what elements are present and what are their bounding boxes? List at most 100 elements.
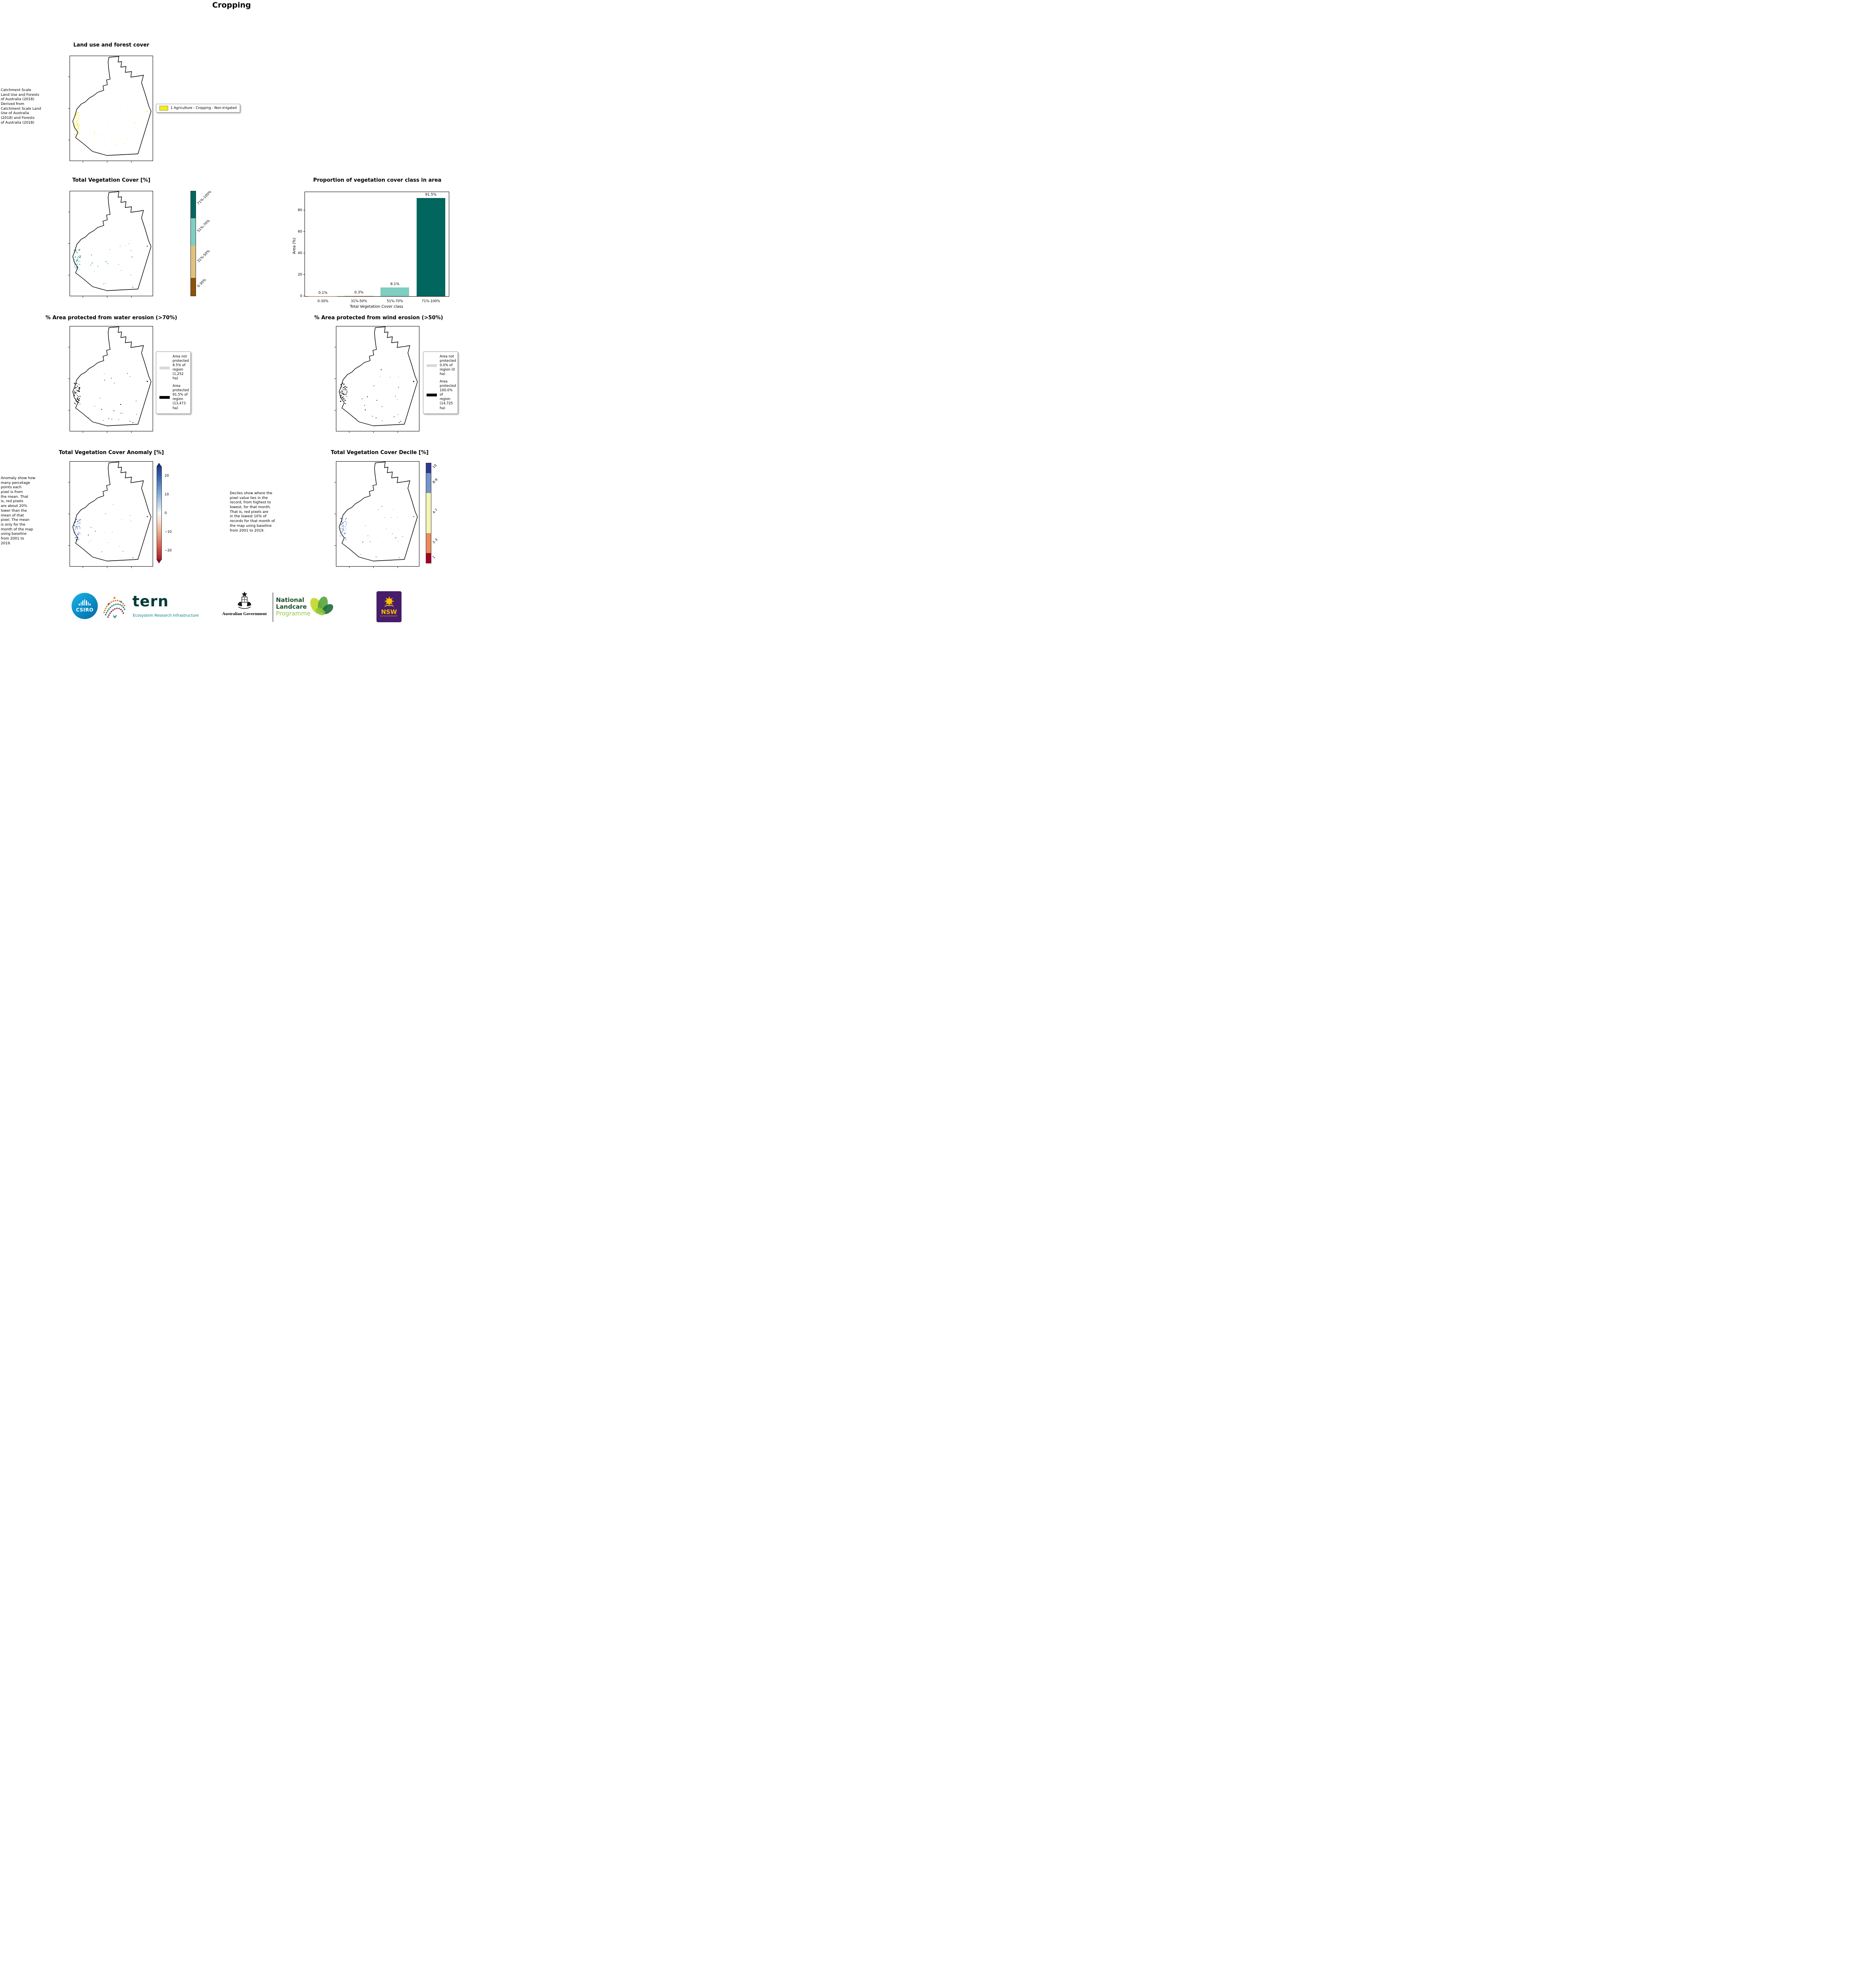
- national-landcare-logo: National Landcare Programme: [276, 597, 310, 617]
- colorbar-segment: [426, 473, 431, 493]
- veg-cover-colorbar: 71%-100% 51%-70% 31%-50% 0-30%: [190, 190, 212, 296]
- protected-label: Area protected 100.0% of region (14,725 …: [440, 380, 456, 410]
- colorbar-tick-label: 0-30%: [196, 278, 207, 289]
- wind-erosion-title: % Area protected from wind erosion (>50%…: [314, 315, 443, 321]
- not-protected-label: Area not protected 8.5% of region (1,252…: [173, 355, 189, 381]
- legend-item-not-protected: Area not protected 0.0% of region (0 ha): [427, 355, 456, 377]
- colorbar-tick-label: 51%-70%: [196, 219, 211, 233]
- page-title: Cropping: [212, 1, 251, 10]
- anomaly-colorbar-gradient: [157, 466, 162, 560]
- land-use-legend-label: 1 Agriculture - Cropping - Non-irrigated: [171, 106, 237, 110]
- x-tick-label: 31%-50%: [351, 299, 367, 303]
- colorbar-extend-arrow-top: [157, 463, 161, 466]
- proportion-chart-plot-area: 0.1% 0-30% 0.3% 31%-50% 8.1% 51%-70% 91.5% 71%-…: [298, 192, 449, 303]
- y-tick-label: 80: [298, 208, 302, 212]
- bar-value-label: 91.5%: [425, 192, 437, 197]
- csiro-soundwave-icon: [79, 599, 91, 606]
- y-tick-mark: [303, 231, 305, 232]
- proportion-chart-title: Proportion of vegetation cover class in …: [313, 177, 442, 183]
- not-protected-swatch-icon: [427, 364, 437, 367]
- water-erosion-map-canvas: [68, 326, 153, 433]
- veg-cover-title: Total Vegetation Cover [%]: [72, 177, 151, 183]
- colorbar-segment: [426, 553, 431, 563]
- veg-cover-map-canvas: [68, 191, 153, 298]
- anomaly-tick-label: 20: [165, 474, 169, 478]
- landcare-line2: Landcare: [276, 603, 307, 610]
- land-use-legend: 1 Agriculture - Cropping - Non-irrigated: [156, 104, 241, 113]
- decile-map: [334, 461, 419, 568]
- water-erosion-legend: Area not protected 8.5% of region (1,252…: [156, 351, 191, 414]
- anomaly-tick-label: 0: [165, 511, 167, 515]
- x-tick-label: 0-30%: [317, 299, 328, 303]
- proportion-chart: 0.1% 0-30% 0.3% 31%-50% 8.1% 51%-70% 91.5% 71%-…: [289, 186, 453, 310]
- y-tick-label: 40: [298, 251, 302, 255]
- coat-of-arms-icon: [237, 591, 252, 609]
- cropping-swatch-icon: [159, 106, 168, 111]
- anomaly-tick-label: −10: [165, 530, 172, 534]
- nsw-wordmark: NSW: [381, 608, 397, 615]
- colorbar-segment: [191, 245, 196, 278]
- water-erosion-title: % Area protected from water erosion (>70…: [45, 315, 177, 321]
- water-erosion-map: [68, 326, 153, 433]
- colorbar-segment: [426, 463, 431, 474]
- anomaly-tick-label: 10: [165, 492, 169, 497]
- colorbar-tick-label: 31%-50%: [196, 249, 211, 264]
- decile-colorbar: 10 8-9 4-7 2-3 1: [426, 463, 439, 563]
- decile-explainer: Deciles show where the pixel value lies …: [230, 491, 275, 533]
- y-axis-label: Area (%): [292, 237, 297, 254]
- bar-value-label: 0.1%: [318, 291, 328, 295]
- anomaly-title: Total Vegetation Cover Anomaly [%]: [58, 450, 164, 456]
- legend-item-not-protected: Area not protected 8.5% of region (1,252…: [159, 355, 189, 381]
- australian-government-logo: Australian Government: [217, 591, 272, 616]
- protected-swatch-icon: [159, 396, 170, 399]
- bar-value-label: 0.3%: [354, 291, 364, 295]
- colorbar-tick-label: 4-7: [432, 508, 439, 515]
- protected-label: Area protected 91.5% of region (13,473 h…: [173, 384, 189, 410]
- y-tick-mark: [303, 274, 305, 275]
- anomaly-explainer: Anomaly show how many percetage points e…: [1, 476, 36, 546]
- y-tick-label: 0: [300, 294, 302, 298]
- legend-item-protected: Area protected 91.5% of region (13,473 h…: [159, 384, 189, 410]
- colorbar-column: [190, 191, 196, 296]
- anomaly-tick-label: −20: [165, 548, 172, 553]
- colorbar-segment: [191, 218, 196, 246]
- report-page: Cropping Land use and forest cover Catch…: [0, 0, 463, 628]
- colorbar-column: [426, 463, 431, 563]
- anomaly-colorbar: 20 10 0 −10 −20: [157, 463, 172, 563]
- protected-swatch-icon: [427, 394, 437, 397]
- colorbar-tick-label: 10: [432, 463, 438, 470]
- tern-wordmark: tern: [132, 593, 169, 610]
- decile-map-canvas: [334, 461, 419, 568]
- colorbar-segment: [426, 533, 431, 553]
- tern-artwork-icon: [103, 597, 126, 619]
- bar-71%-100%: [416, 198, 445, 296]
- land-use-map: [68, 56, 153, 163]
- waratah-icon: [384, 596, 394, 607]
- landcare-line1: National: [276, 596, 305, 604]
- wind-erosion-map: [334, 326, 419, 433]
- land-use-source-note: Catchment Scale Land Use and Forests of …: [1, 88, 41, 125]
- x-tick-label: 71%-100%: [421, 299, 440, 303]
- colorbar-tick-label: 71%-100%: [196, 190, 213, 206]
- y-tick-label: 20: [298, 272, 302, 277]
- csiro-wordmark: CSIRO: [76, 607, 94, 613]
- colorbar-tick-label: 1: [432, 555, 437, 560]
- legend-item-protected: Area protected 100.0% of region (14,725 …: [427, 380, 456, 410]
- wind-erosion-legend: Area not protected 0.0% of region (0 ha)…: [423, 351, 458, 414]
- bar-value-label: 8.1%: [390, 282, 400, 287]
- anomaly-map: [68, 461, 153, 568]
- colorbar-segment: [191, 278, 196, 296]
- y-tick-label: 60: [298, 229, 302, 234]
- australian-government-label: Australian Government: [222, 612, 267, 616]
- nsw-government-logo: NSW GOVERNMENT: [376, 591, 402, 622]
- land-use-map-canvas: [68, 56, 153, 163]
- anomaly-map-canvas: [68, 461, 153, 568]
- tern-subtitle: Ecosystem Research Infrastructure: [133, 613, 199, 618]
- csiro-logo: CSIRO: [72, 593, 98, 619]
- not-protected-swatch-icon: [159, 366, 170, 369]
- wind-erosion-map-canvas: [334, 326, 419, 433]
- x-axis-label: Total Vegetation Cover class: [350, 305, 403, 309]
- colorbar-tick-label: 8-9: [432, 478, 439, 485]
- colorbar-extend-arrow-bottom: [157, 560, 161, 563]
- landcare-line3: Programme: [276, 610, 311, 617]
